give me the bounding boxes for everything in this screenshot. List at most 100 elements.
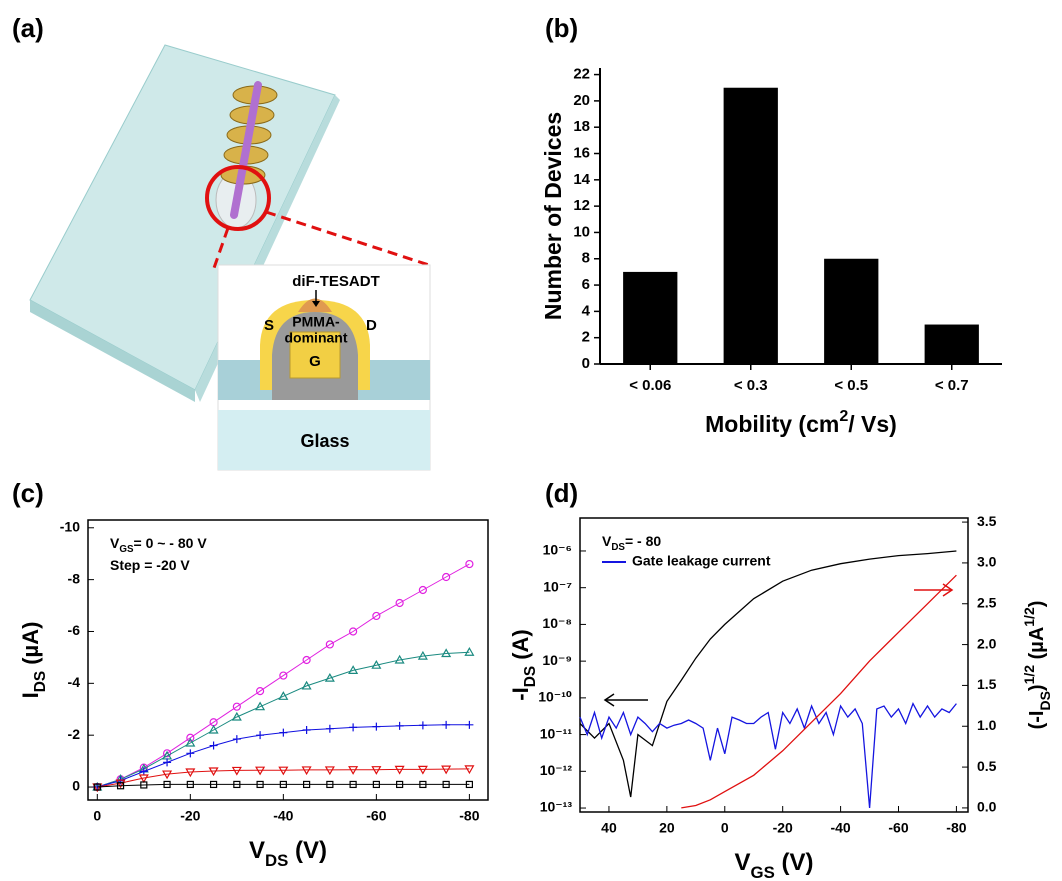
marker <box>278 766 289 776</box>
marker <box>163 758 172 767</box>
marker <box>256 780 264 789</box>
marker <box>186 733 195 742</box>
marker <box>394 765 405 775</box>
series-line <box>97 651 470 788</box>
x-tick-label: 40 <box>601 820 617 836</box>
diagram-label: D <box>366 317 377 334</box>
marker <box>324 672 335 682</box>
x-tick-label: -20 <box>773 820 793 836</box>
x-tick-label: -60 <box>888 820 908 836</box>
y-tick-label: 14 <box>573 171 590 188</box>
label-part: DS <box>1037 691 1053 710</box>
marker <box>233 780 241 789</box>
label-part: = 0 ~ - 80 V <box>134 535 208 551</box>
marker <box>93 783 101 791</box>
x-tick-label: < 0.3 <box>734 377 768 394</box>
x-tick-label: -40 <box>273 808 293 824</box>
label-part: / Vs) <box>848 411 897 437</box>
y-tick-label: -10 <box>60 518 80 534</box>
y-tick-label: 20 <box>573 92 590 109</box>
y-tick-label: 10⁻⁷ <box>543 578 572 594</box>
x-tick-label: 0 <box>721 820 729 836</box>
marker <box>395 598 404 608</box>
marker <box>372 611 381 621</box>
marker <box>185 737 196 747</box>
y-tick-label: -4 <box>68 674 81 690</box>
marker <box>465 780 473 789</box>
panel-label: (c) <box>12 478 44 508</box>
x-axis-title: VDS (V) <box>249 837 327 870</box>
marker <box>185 768 196 778</box>
label-part: ) <box>1026 601 1048 608</box>
y-tick-label: 8 <box>582 250 590 267</box>
y-tick-label: 18 <box>573 118 590 135</box>
marker <box>209 780 218 789</box>
x-tick-label: < 0.7 <box>935 377 969 394</box>
y2-tick-label: 0.5 <box>977 758 997 774</box>
y-tick-label: 0 <box>72 778 80 794</box>
marker <box>442 780 450 789</box>
label-part: (V) <box>775 849 814 876</box>
arrowhead <box>312 301 320 307</box>
diagram-label: PMMA- <box>292 314 340 330</box>
y-tick-label: 10 <box>573 223 590 240</box>
y2-tick-label: 0.0 <box>977 799 997 815</box>
marker <box>115 779 126 789</box>
marker <box>208 724 219 734</box>
marker <box>186 780 194 789</box>
marker <box>232 735 241 744</box>
device-illustration: (a) diF-TESADT S D PMMA- dominant G Glas… <box>12 13 433 471</box>
marker <box>349 723 358 732</box>
y-tick-label: 10⁻⁶ <box>543 542 572 558</box>
y-tick-label: 16 <box>573 144 590 161</box>
y2-tick-label: 1.0 <box>977 717 997 733</box>
x-tick-label: -80 <box>946 820 966 836</box>
inset-glass <box>218 410 430 470</box>
panel-label: (a) <box>12 13 44 43</box>
x-tick-label: -20 <box>180 808 200 824</box>
diagram-label: dominant <box>285 330 348 346</box>
x-axis-title: VGS (V) <box>735 849 814 881</box>
y2-tick-label: 2.5 <box>977 594 997 610</box>
y-axis-title: -IDS (A) <box>508 629 539 701</box>
marker <box>279 780 287 789</box>
marker <box>231 711 242 721</box>
marker <box>325 724 334 733</box>
marker <box>255 687 265 696</box>
marker <box>208 767 219 777</box>
y-tick-label: 2 <box>582 329 590 346</box>
series-line <box>97 563 470 788</box>
x-tick-label: -60 <box>366 808 386 824</box>
marker <box>396 780 404 789</box>
marker <box>442 720 451 729</box>
y-tick-label: 22 <box>573 66 590 83</box>
y-tick-label: 4 <box>582 302 591 319</box>
marker <box>162 749 172 758</box>
label-part: = - 80 <box>625 533 661 549</box>
diagram-label: S <box>264 317 274 334</box>
marker <box>302 655 311 665</box>
marker <box>394 654 405 664</box>
marker <box>209 741 218 750</box>
label-part: Mobility (cm <box>705 411 839 437</box>
marker <box>163 780 171 789</box>
marker <box>441 765 452 775</box>
marker <box>116 782 125 790</box>
marker <box>326 780 334 789</box>
marker <box>442 572 451 582</box>
label-part: GS <box>751 863 775 881</box>
x-tick-label: < 0.06 <box>629 377 671 394</box>
label-part: 1/2 <box>1021 607 1037 627</box>
legend-label: Gate leakage current <box>632 553 771 569</box>
annotation: Step = -20 V <box>110 557 190 573</box>
series-line <box>97 768 470 788</box>
marker <box>139 767 148 776</box>
label-part: V <box>249 837 265 864</box>
marker <box>303 780 311 789</box>
bar <box>623 271 678 364</box>
zoom-line <box>212 227 230 269</box>
marker <box>371 659 382 669</box>
label-part: DS <box>265 851 288 870</box>
marker <box>186 749 195 758</box>
